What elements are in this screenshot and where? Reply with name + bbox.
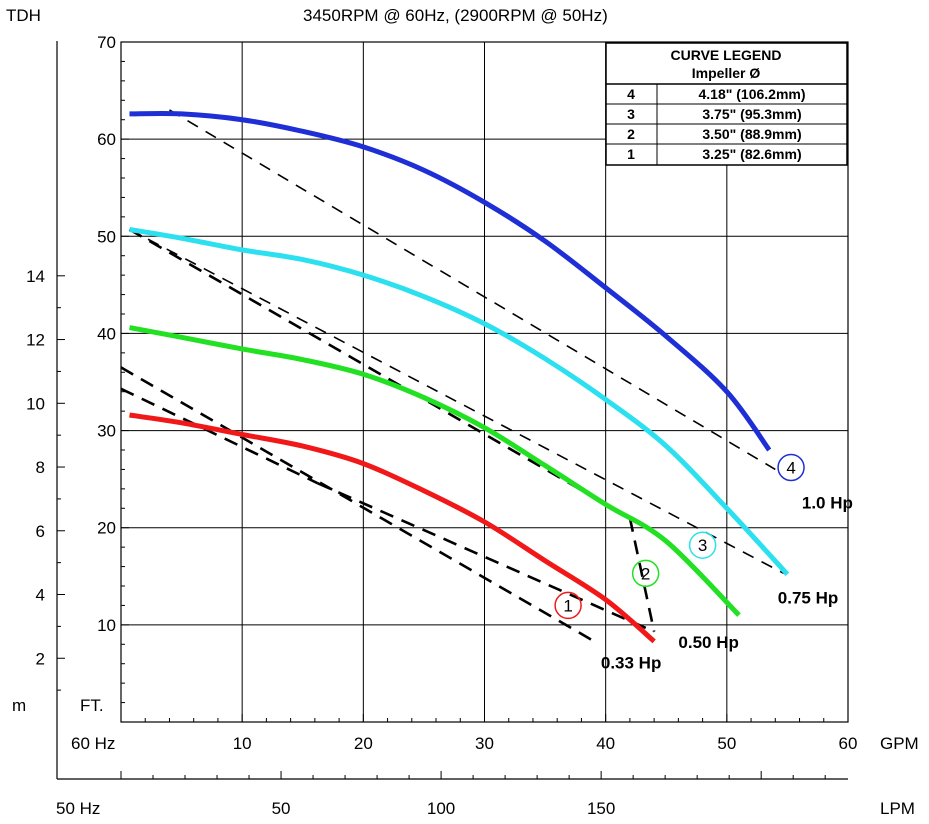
hp-line (129, 228, 785, 575)
m-tick-label: 4 (36, 586, 45, 605)
curve-markers: 4 3 2 1 1.0 Hp 0.75 Hp 0.50 Hp 0.33 Hp (554, 453, 853, 673)
ft-tick-label: 60 (97, 130, 116, 149)
m-tick-label: 14 (26, 267, 45, 286)
y-unit-m: m (12, 696, 26, 715)
hp-label: 0.50 Hp (678, 633, 738, 652)
legend-row-id: 2 (627, 126, 635, 142)
hp-label: 0.33 Hp (601, 654, 661, 673)
pump-curve-3 (129, 227, 790, 577)
gpm-tick-label: 60 (839, 734, 858, 753)
curve-marker-number: 4 (786, 458, 795, 477)
legend-row-text: 4.18" (106.2mm) (698, 86, 805, 102)
curve-marker-circle (631, 559, 660, 588)
m-tick-label: 12 (26, 331, 45, 350)
hp-lines (120, 109, 785, 644)
y-axis-title-tdh: TDH (6, 6, 41, 25)
x-label-60hz: 60 Hz (71, 734, 115, 753)
grid (121, 42, 848, 722)
curve-marker-circle (554, 591, 582, 620)
pump-curve-4 (129, 110, 772, 452)
lpm-tick-label: 50 (272, 799, 291, 818)
gpm-tick-label: 10 (233, 734, 252, 753)
lpm-tick-label: 100 (427, 799, 455, 818)
chart-title: 3450RPM @ 60Hz, (2900RPM @ 50Hz) (303, 6, 608, 25)
curve-marker-number: 1 (563, 596, 572, 615)
y-unit-ft: FT. (80, 696, 104, 715)
legend-row-id: 3 (627, 106, 635, 122)
legend-row-text: 3.75" (95.3mm) (702, 106, 801, 122)
curve-legend: CURVE LEGEND Impeller Ø 4 4.18" (106.2mm… (605, 42, 848, 166)
hp-line (120, 387, 318, 485)
legend-row-text: 3.25" (82.6mm) (702, 146, 801, 162)
gpm-tick-label: 50 (717, 734, 736, 753)
x-label-50hz: 50 Hz (56, 799, 100, 818)
hp-line-segment (316, 481, 655, 633)
m-tick-label: 8 (36, 458, 45, 477)
m-tick-label: 6 (36, 522, 45, 541)
ft-tick-label: 10 (97, 616, 116, 635)
pump-curve-2 (129, 325, 741, 617)
x-axis-lpm-label: LPM (880, 799, 915, 818)
ft-tick-label: 40 (97, 324, 116, 343)
legend-row-id: 4 (627, 86, 635, 102)
legend-subtitle: Impeller Ø (692, 65, 761, 81)
m-tick-label: 10 (26, 394, 45, 413)
lpm-tick-label: 150 (587, 799, 615, 818)
hp-line-segment (628, 517, 656, 632)
legend-title: CURVE LEGEND (671, 47, 782, 63)
hp-label: 1.0 Hp (802, 493, 853, 512)
curve-marker-number: 2 (641, 564, 650, 583)
curve-marker-number: 3 (698, 536, 707, 555)
ft-tick-label: 70 (97, 33, 116, 52)
legend-row-id: 1 (627, 146, 635, 162)
ft-tick-label: 50 (97, 227, 116, 246)
legend-row-text: 3.50" (88.9mm) (702, 126, 801, 142)
hp-label: 0.75 Hp (778, 588, 838, 607)
m-tick-label: 2 (36, 649, 45, 668)
hp-line (120, 366, 597, 644)
ticks (57, 41, 849, 779)
curve-marker-circle (688, 531, 717, 559)
hp-line (128, 228, 631, 520)
gpm-tick-label: 40 (596, 734, 615, 753)
curve-marker-circle (777, 453, 805, 482)
x-axis-gpm-label: GPM (880, 734, 919, 753)
pump-curves (129, 110, 790, 644)
gpm-tick-label: 20 (354, 734, 373, 753)
ft-tick-label: 20 (97, 519, 116, 538)
gpm-tick-label: 30 (475, 734, 494, 753)
pump-curve-1 (129, 412, 656, 644)
ft-tick-label: 30 (97, 422, 116, 441)
